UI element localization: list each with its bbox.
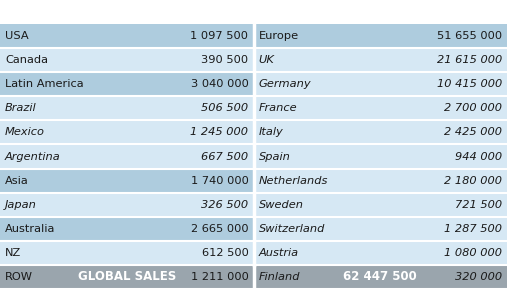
Bar — [254, 265, 507, 289]
Text: 2 425 000: 2 425 000 — [444, 127, 502, 137]
Text: 721 500: 721 500 — [455, 200, 502, 210]
Text: 3 040 000: 3 040 000 — [191, 79, 248, 89]
Text: ROW: ROW — [5, 272, 33, 282]
Text: 51 655 000: 51 655 000 — [437, 31, 502, 41]
Text: Canada: Canada — [5, 55, 48, 65]
Text: Australia: Australia — [5, 224, 55, 234]
Text: Argentina: Argentina — [5, 151, 61, 162]
Text: Mexico: Mexico — [5, 127, 45, 137]
Bar — [254, 193, 507, 217]
Bar — [0, 24, 254, 48]
Text: 1 245 000: 1 245 000 — [191, 127, 248, 137]
Text: UK: UK — [259, 55, 274, 65]
Text: France: France — [259, 103, 297, 113]
Text: GLOBAL SALES: GLOBAL SALES — [78, 271, 176, 284]
Bar — [0, 72, 254, 96]
Bar — [0, 48, 254, 72]
Bar — [254, 168, 507, 193]
Text: Netherlands: Netherlands — [259, 176, 328, 186]
Text: 1 080 000: 1 080 000 — [444, 248, 502, 258]
Text: 2 665 000: 2 665 000 — [191, 224, 248, 234]
Text: 1 097 500: 1 097 500 — [191, 31, 248, 41]
Bar — [0, 193, 254, 217]
Text: USA: USA — [5, 31, 28, 41]
Text: Italy: Italy — [259, 127, 283, 137]
Text: 326 500: 326 500 — [201, 200, 248, 210]
Text: Asia: Asia — [5, 176, 29, 186]
Bar — [254, 120, 507, 144]
Bar — [254, 24, 507, 48]
Text: Sweden: Sweden — [259, 200, 304, 210]
Text: Europe: Europe — [259, 31, 299, 41]
Text: 667 500: 667 500 — [201, 151, 248, 162]
Bar — [254, 72, 507, 96]
Text: 612 500: 612 500 — [202, 248, 248, 258]
Text: 62 447 500: 62 447 500 — [343, 271, 417, 284]
Bar — [0, 241, 254, 265]
Bar — [0, 217, 254, 241]
Bar — [0, 265, 254, 289]
Text: Austria: Austria — [259, 248, 299, 258]
Text: 944 000: 944 000 — [455, 151, 502, 162]
Text: Japan: Japan — [5, 200, 37, 210]
Text: NZ: NZ — [5, 248, 21, 258]
Text: 10 415 000: 10 415 000 — [437, 79, 502, 89]
Bar — [254, 217, 507, 241]
Bar — [254, 48, 507, 72]
Text: 1 211 000: 1 211 000 — [191, 272, 248, 282]
Text: 2 700 000: 2 700 000 — [444, 103, 502, 113]
Text: Switzerland: Switzerland — [259, 224, 325, 234]
Bar — [0, 168, 254, 193]
Text: 2 180 000: 2 180 000 — [444, 176, 502, 186]
Text: 506 500: 506 500 — [201, 103, 248, 113]
Bar — [0, 120, 254, 144]
Text: 320 000: 320 000 — [455, 272, 502, 282]
Text: Latin America: Latin America — [5, 79, 84, 89]
Text: Spain: Spain — [259, 151, 291, 162]
Text: 390 500: 390 500 — [201, 55, 248, 65]
Text: Finland: Finland — [259, 272, 300, 282]
Bar — [254, 241, 507, 265]
Text: Germany: Germany — [259, 79, 311, 89]
Text: 1 740 000: 1 740 000 — [191, 176, 248, 186]
Text: 21 615 000: 21 615 000 — [437, 55, 502, 65]
Bar — [254, 144, 507, 168]
Bar — [254, 265, 507, 289]
Text: Brazil: Brazil — [5, 103, 37, 113]
Bar — [0, 96, 254, 120]
Text: 1 287 500: 1 287 500 — [444, 224, 502, 234]
Bar — [254, 96, 507, 120]
Bar — [0, 265, 254, 289]
Bar — [0, 144, 254, 168]
